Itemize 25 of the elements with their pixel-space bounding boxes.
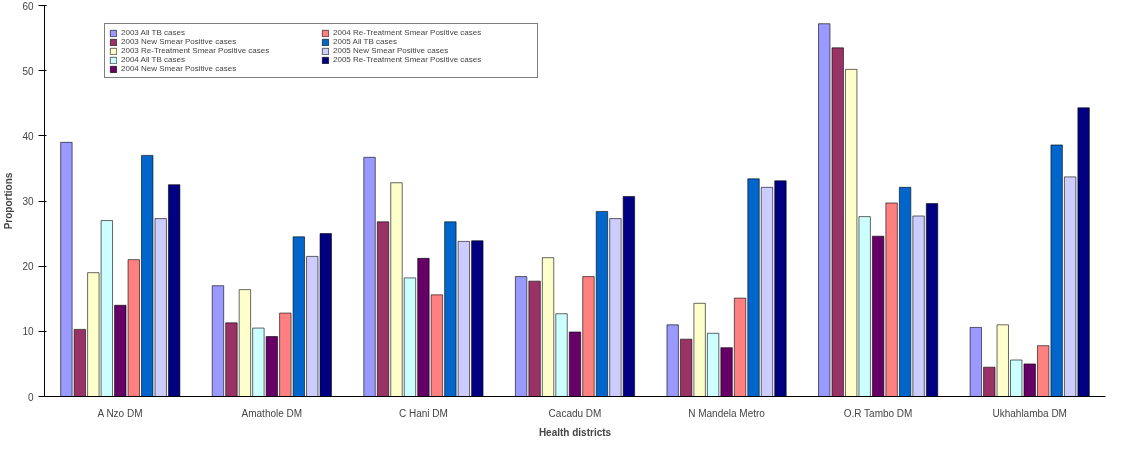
y-axis-title: Proportions	[3, 172, 15, 230]
legend-label: 2005 Re-Treatment Smear Positive cases	[333, 55, 483, 64]
y-tick-label: 10	[22, 326, 34, 338]
x-tick-label: O.R Tambo DM	[843, 407, 913, 419]
x-tick-label: A Nzo DM	[97, 407, 143, 419]
legend-label: 2003 Re-Treatment Smear Positive cases	[121, 46, 271, 55]
legend-label: 2005 All TB cases	[333, 37, 398, 46]
legend-label: 2003 New Smear Positive cases	[121, 37, 238, 46]
x-tick-label: Ukhahlamba DM	[992, 407, 1067, 419]
y-tick-label: 40	[22, 130, 34, 142]
legend-label: 2003 All TB cases	[121, 28, 186, 37]
x-tick-label: C Hani DM	[398, 407, 448, 419]
y-tick-label: 0	[27, 391, 34, 403]
x-tick-label: Amathole DM	[241, 407, 303, 419]
y-tick-label: 30	[22, 196, 34, 207]
x-tick-label: N Mandela Metro	[688, 407, 766, 419]
y-tick-label: 20	[22, 261, 34, 273]
y-tick-label: 50	[22, 65, 34, 77]
legend-label: 2005 New Smear Positive cases	[333, 46, 450, 55]
x-tick-label: Cacadu DM	[548, 407, 602, 419]
legend-label: 2004 New Smear Positive cases	[121, 64, 238, 73]
legend-label: 2004 Re-Treatment Smear Positive cases	[333, 28, 483, 37]
y-tick-label: 60	[22, 0, 34, 12]
legend-label: 2004 All TB cases	[121, 55, 186, 64]
x-axis-title: Health districts	[538, 426, 612, 438]
